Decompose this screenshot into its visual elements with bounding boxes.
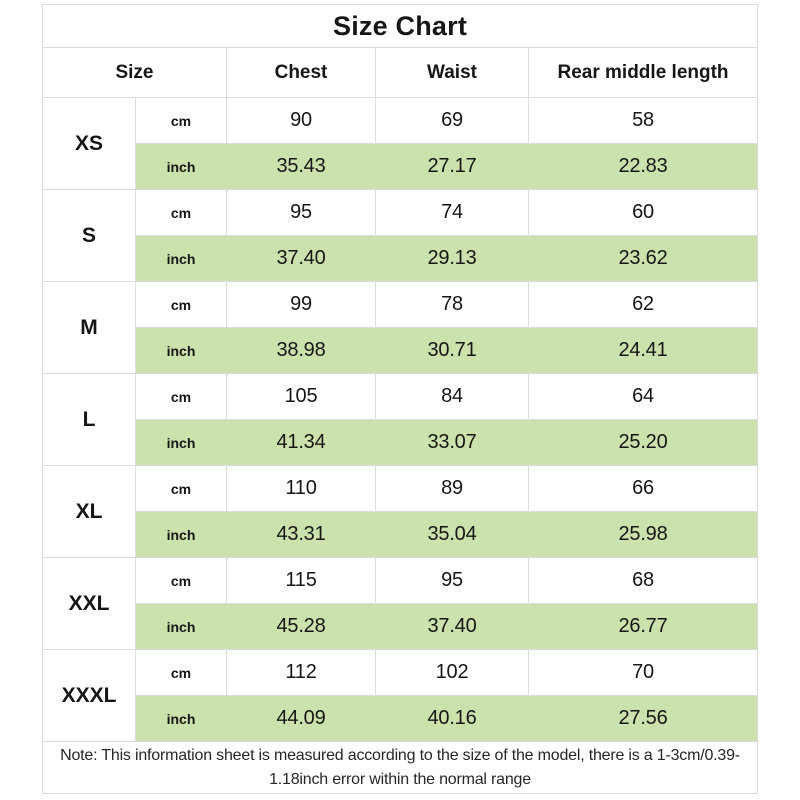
rear-value: 24.41	[527, 327, 759, 374]
waist-value: 78	[375, 281, 529, 328]
waist-value: 95	[375, 557, 529, 604]
row-xxl-inch: inch 45.28 37.40 26.77	[43, 603, 759, 650]
waist-value: 102	[375, 649, 529, 696]
size-label-s: S	[42, 189, 136, 282]
row-xxxl-cm: XXXL cm 112 102 70	[42, 649, 759, 742]
unit-label-inch: inch	[135, 419, 227, 466]
size-label-xl: XL	[42, 465, 136, 558]
chest-value: 41.34	[226, 419, 376, 466]
chest-value: 38.98	[226, 327, 376, 374]
chest-value: 115	[226, 557, 376, 604]
rear-value: 64	[527, 373, 759, 420]
chest-value: 90	[226, 97, 376, 144]
rear-value: 58	[527, 97, 759, 144]
rear-value: 23.62	[527, 235, 759, 282]
rear-value: 70	[527, 649, 759, 696]
size-chart-table: Size Chart Size Chest Waist Rear middle …	[41, 4, 759, 794]
unit-label-inch: inch	[135, 235, 227, 282]
column-header-waist: Waist	[375, 47, 529, 98]
waist-value: 89	[375, 465, 529, 512]
rear-value: 25.98	[527, 511, 759, 558]
title-row: Size Chart	[41, 4, 759, 48]
waist-value: 27.17	[375, 143, 529, 190]
column-header-size: Size	[42, 47, 227, 98]
chest-value: 37.40	[226, 235, 376, 282]
unit-label-cm: cm	[135, 281, 227, 328]
note-row: Note: This information sheet is measured…	[41, 741, 759, 794]
chest-value: 110	[226, 465, 376, 512]
chest-value: 99	[226, 281, 376, 328]
unit-label-inch: inch	[135, 327, 227, 374]
rear-value: 22.83	[527, 143, 759, 190]
row-xxxl-inch: inch 44.09 40.16 27.56	[43, 695, 759, 742]
row-l-inch: inch 41.34 33.07 25.20	[43, 419, 759, 466]
unit-label-cm: cm	[135, 557, 227, 604]
size-label-m: M	[42, 281, 136, 374]
column-header-chest: Chest	[226, 47, 376, 98]
waist-value: 74	[375, 189, 529, 236]
rear-value: 27.56	[527, 695, 759, 742]
row-m-cm: M cm 99 78 62	[42, 281, 759, 374]
rear-value: 60	[527, 189, 759, 236]
page-title: Size Chart	[41, 4, 759, 48]
waist-value: 30.71	[375, 327, 529, 374]
waist-value: 69	[375, 97, 529, 144]
size-label-xxl: XXL	[42, 557, 136, 650]
waist-value: 29.13	[375, 235, 529, 282]
chest-value: 112	[226, 649, 376, 696]
rear-value: 66	[527, 465, 759, 512]
row-s-inch: inch 37.40 29.13 23.62	[43, 235, 759, 282]
chest-value: 43.31	[226, 511, 376, 558]
chest-value: 95	[226, 189, 376, 236]
rear-value: 26.77	[527, 603, 759, 650]
rear-value: 62	[527, 281, 759, 328]
size-label-xs: XS	[42, 97, 136, 190]
chest-value: 105	[226, 373, 376, 420]
waist-value: 35.04	[375, 511, 529, 558]
chest-value: 44.09	[226, 695, 376, 742]
unit-label-inch: inch	[135, 695, 227, 742]
row-xs-cm: XS cm 90 69 58	[42, 97, 759, 190]
unit-label-inch: inch	[135, 511, 227, 558]
waist-value: 33.07	[375, 419, 529, 466]
waist-value: 84	[375, 373, 529, 420]
row-xxl-cm: XXL cm 115 95 68	[42, 557, 759, 650]
unit-label-cm: cm	[135, 97, 227, 144]
row-m-inch: inch 38.98 30.71 24.41	[43, 327, 759, 374]
unit-label-cm: cm	[135, 373, 227, 420]
unit-label-cm: cm	[135, 189, 227, 236]
row-s-cm: S cm 95 74 60	[42, 189, 759, 282]
unit-label-cm: cm	[135, 649, 227, 696]
row-xl-inch: inch 43.31 35.04 25.98	[43, 511, 759, 558]
waist-value: 37.40	[375, 603, 529, 650]
note-text: Note: This information sheet is measured…	[41, 741, 759, 794]
size-label-l: L	[42, 373, 136, 466]
chest-value: 35.43	[226, 143, 376, 190]
unit-label-inch: inch	[135, 143, 227, 190]
header-row: Size Chest Waist Rear middle length	[42, 47, 759, 98]
chest-value: 45.28	[226, 603, 376, 650]
unit-label-inch: inch	[135, 603, 227, 650]
column-header-rear-middle-length: Rear middle length	[527, 47, 759, 98]
rear-value: 25.20	[527, 419, 759, 466]
waist-value: 40.16	[375, 695, 529, 742]
rear-value: 68	[527, 557, 759, 604]
unit-label-cm: cm	[135, 465, 227, 512]
row-xl-cm: XL cm 110 89 66	[42, 465, 759, 558]
row-xs-inch: inch 35.43 27.17 22.83	[43, 143, 759, 190]
size-label-xxxl: XXXL	[42, 649, 136, 742]
row-l-cm: L cm 105 84 64	[42, 373, 759, 466]
